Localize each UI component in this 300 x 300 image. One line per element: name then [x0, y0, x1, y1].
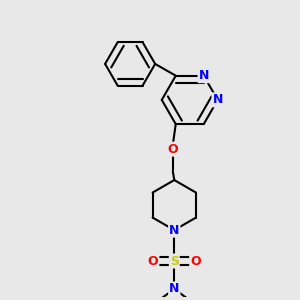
Text: N: N	[169, 283, 179, 296]
Text: N: N	[212, 93, 223, 106]
Text: O: O	[167, 142, 178, 156]
Text: N: N	[169, 224, 179, 237]
Text: O: O	[190, 254, 201, 268]
Text: O: O	[148, 254, 158, 268]
Text: N: N	[199, 69, 209, 82]
Text: S: S	[170, 254, 179, 268]
